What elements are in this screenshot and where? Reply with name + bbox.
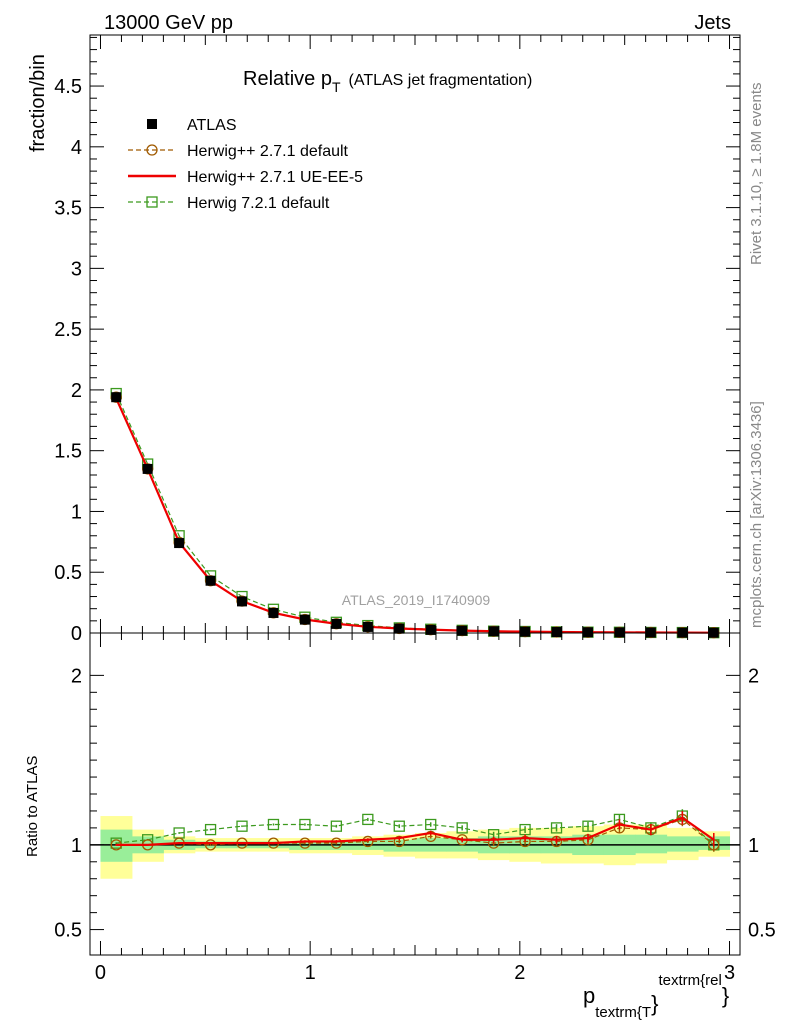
ratio-data-point bbox=[456, 822, 468, 834]
ratio-y-tick-label: 1 bbox=[71, 835, 82, 857]
main-axes: 0 0.5 1 1.5 2 2.5 3 3.5 4 4.5 bbox=[54, 35, 740, 645]
ratio-data-point bbox=[204, 839, 217, 851]
main-data-point bbox=[520, 626, 531, 637]
legend-entry-atlas: ATLAS bbox=[147, 117, 237, 134]
ratio-data-point bbox=[362, 813, 374, 826]
legend-label: ATLAS bbox=[187, 117, 237, 134]
x-tick-label: 0 bbox=[95, 962, 106, 984]
main-y-tick-label: 2 bbox=[71, 380, 82, 402]
rivet-version-label: Rivet 3.1.10, ≥ 1.8M events bbox=[748, 83, 765, 266]
x-tick-label: 2 bbox=[514, 962, 525, 984]
ratio-band-inner bbox=[666, 836, 699, 852]
main-y-tick-label: 4.5 bbox=[54, 76, 82, 98]
main-data-point bbox=[237, 596, 248, 607]
chart-title-subscript: T bbox=[332, 79, 341, 95]
analysis-watermark: ATLAS_2019_I1740909 bbox=[342, 592, 491, 608]
x-axis-label-superscript-brace: } bbox=[722, 983, 729, 1008]
legend-marker-swatch bbox=[146, 196, 158, 208]
ratio-data-point bbox=[267, 818, 280, 831]
ratio-panel: 0.5 0.5 1 1 2 2 0 1 2 3 bbox=[54, 632, 776, 984]
x-axis-label: ptextrm{T}textrm{rel} bbox=[583, 972, 729, 1021]
ratio-series-herwig-2-7-1-ue-ee-5 bbox=[115, 810, 715, 847]
chart-title-main: Relative p bbox=[243, 68, 332, 90]
main-panel: 0 0.5 1 1.5 2 2.5 3 3.5 4 4.5 bbox=[54, 34, 741, 645]
main-data-point bbox=[111, 392, 122, 403]
ratio-y-tick-label: 0.5 bbox=[54, 920, 82, 942]
main-y-tick-label: 1 bbox=[71, 501, 82, 523]
x-tick-label: 3 bbox=[724, 962, 735, 984]
main-data-point bbox=[394, 623, 405, 634]
legend-marker-swatch bbox=[147, 119, 157, 129]
y-axis-label-ratio: Ratio to ATLAS bbox=[24, 756, 41, 857]
main-y-tick-label: 0 bbox=[71, 623, 82, 645]
x-axis-label-main: p bbox=[583, 983, 595, 1008]
mcplots-label: mcplots.cern.ch [arXiv:1306.3436] bbox=[748, 401, 765, 628]
legend-marker-swatch bbox=[146, 144, 158, 156]
main-data-point bbox=[488, 626, 499, 637]
main-data-point bbox=[582, 627, 593, 638]
legend-entry-herwig-2-7-1-default: Herwig++ 2.7.1 default bbox=[128, 143, 349, 160]
ratio-plot-frame bbox=[89, 632, 741, 956]
main-data-point bbox=[205, 575, 216, 586]
ratio-axes: 0.5 0.5 1 1 2 2 0 1 2 3 bbox=[54, 633, 776, 984]
ratio-data-point bbox=[236, 820, 248, 832]
ratio-data-layer bbox=[110, 809, 720, 852]
ratio-data-point bbox=[519, 823, 531, 836]
main-data-point bbox=[614, 627, 625, 638]
ratio-data-point bbox=[330, 820, 343, 832]
ratio-band-inner bbox=[635, 834, 668, 854]
ratio-data-point bbox=[393, 820, 405, 832]
ratio-data-point bbox=[550, 822, 563, 834]
ratio-band-inner bbox=[383, 839, 416, 852]
ratio-y-tick-label-right: 0.5 bbox=[748, 920, 776, 942]
main-data-point bbox=[268, 607, 279, 618]
ratio-band-inner bbox=[320, 841, 353, 850]
ratio-y-tick-label-right: 1 bbox=[748, 835, 759, 857]
ratio-data-point bbox=[425, 818, 437, 831]
ratio-series-line bbox=[116, 816, 715, 846]
main-y-tick-label: 0.5 bbox=[54, 562, 82, 584]
chart-title-paren: (ATLAS jet fragmentation) bbox=[349, 72, 533, 89]
legend-label: Herwig++ 2.7.1 UE-EE-5 bbox=[187, 169, 363, 186]
x-tick-label: 1 bbox=[305, 962, 316, 984]
main-y-tick-label: 4 bbox=[71, 137, 82, 159]
x-axis-label-subscript: textrm{T bbox=[595, 1004, 651, 1021]
main-data-point bbox=[174, 538, 185, 549]
main-data-point bbox=[425, 624, 436, 635]
x-axis-label-brace: } bbox=[651, 991, 658, 1016]
main-data-point bbox=[457, 625, 468, 636]
main-data-point bbox=[142, 463, 153, 474]
main-data-point bbox=[551, 627, 562, 638]
process-label: Jets bbox=[694, 12, 731, 34]
ratio-data-point bbox=[582, 820, 594, 832]
ratio-data-point bbox=[299, 818, 311, 831]
legend-entry-herwig-2-7-1-ue-ee-5: Herwig++ 2.7.1 UE-EE-5 bbox=[128, 169, 363, 186]
main-data-point bbox=[331, 618, 342, 629]
ratio-data-point bbox=[330, 837, 343, 849]
main-y-tick-label: 3.5 bbox=[54, 198, 82, 220]
main-data-point bbox=[362, 621, 373, 632]
ratio-data-point bbox=[299, 837, 311, 849]
main-y-tick-label: 2.5 bbox=[54, 319, 82, 341]
main-y-tick-label: 3 bbox=[71, 258, 82, 280]
energy-label: 13000 GeV pp bbox=[104, 12, 233, 34]
legend-entry-herwig-7-2-1-default: Herwig 7.2.1 default bbox=[128, 195, 330, 212]
legend-label: Herwig 7.2.1 default bbox=[187, 195, 330, 212]
y-axis-label-main: fraction/bin bbox=[27, 54, 49, 152]
ratio-y-tick-label: 2 bbox=[71, 665, 82, 687]
ratio-data-point bbox=[362, 835, 374, 848]
main-y-tick-label: 1.5 bbox=[54, 441, 82, 463]
chart-title: Relative pT (ATLAS jet fragmentation) bbox=[243, 68, 532, 95]
legend: ATLAS Herwig++ 2.7.1 default Herwig++ 2.7.… bbox=[128, 117, 363, 212]
main-data-point bbox=[299, 614, 310, 625]
legend-label: Herwig++ 2.7.1 default bbox=[187, 143, 349, 160]
ratio-data-point bbox=[204, 823, 217, 836]
ratio-y-tick-label-right: 2 bbox=[748, 665, 759, 687]
x-axis-label-superscript: textrm{rel bbox=[658, 972, 721, 989]
ratio-band-inner bbox=[289, 841, 322, 850]
